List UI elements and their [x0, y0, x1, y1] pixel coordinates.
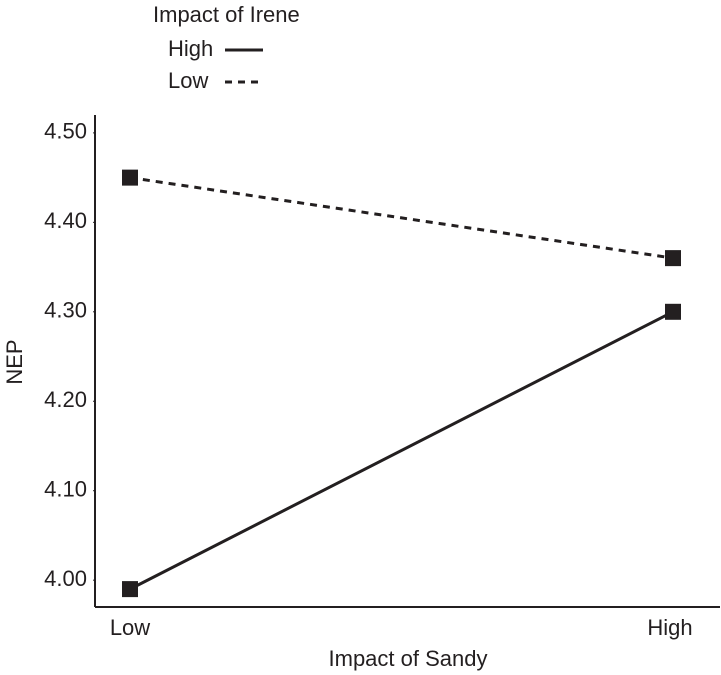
y-axis-label: NEP	[2, 339, 27, 384]
y-tick-label: 4.20	[44, 387, 87, 412]
series-line	[129, 176, 674, 260]
point-marker	[122, 581, 138, 598]
y-tick-label: 4.40	[44, 208, 87, 233]
x-tick-label: High	[647, 615, 692, 640]
x-axis-label: Impact of Sandy	[329, 646, 488, 671]
point-marker	[122, 169, 138, 186]
legend-label: High	[168, 36, 213, 61]
x-tick-label: Low	[110, 615, 150, 640]
y-tick-label: 4.50	[44, 119, 87, 144]
y-tick-label: 4.10	[44, 477, 87, 502]
series-line	[129, 310, 674, 591]
legend-title: Impact of Irene	[153, 2, 300, 27]
point-marker	[665, 250, 681, 267]
y-tick-label: 4.30	[44, 298, 87, 323]
legend-label: Low	[168, 68, 208, 93]
y-tick-label: 4.00	[44, 566, 87, 591]
point-marker	[665, 303, 681, 320]
